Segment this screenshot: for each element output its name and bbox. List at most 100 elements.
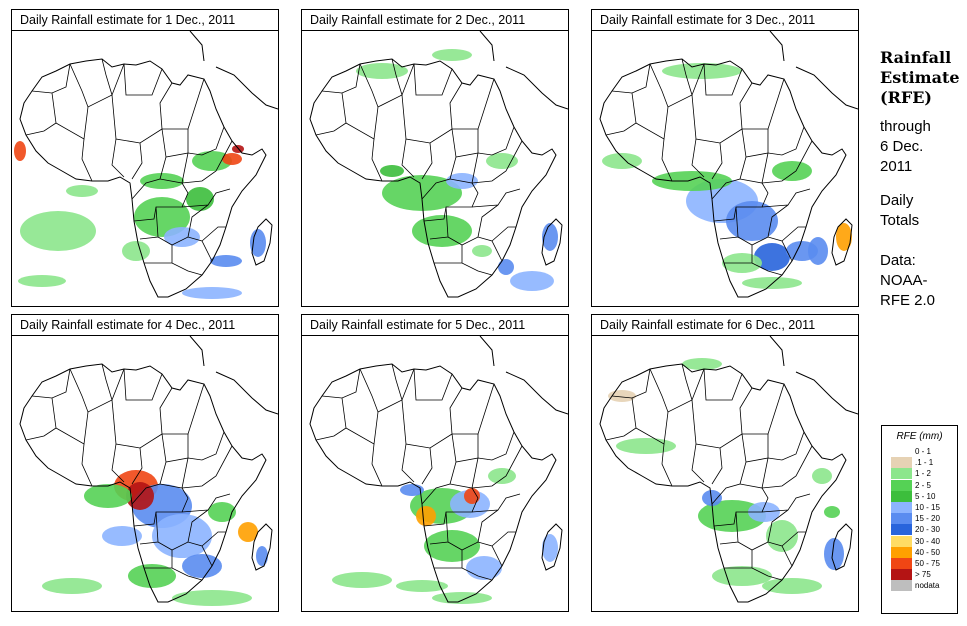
border-line <box>144 567 203 581</box>
border-line <box>321 368 361 399</box>
rainfall-area <box>498 259 514 275</box>
rainfall-area <box>808 237 828 265</box>
border-line <box>767 509 789 543</box>
rainfall-area <box>182 554 222 578</box>
legend-item: 10 - 15 <box>891 502 957 514</box>
border-line <box>144 262 203 276</box>
border-line <box>111 138 125 178</box>
legend-item: 0 - 1 <box>891 446 957 458</box>
border-line <box>101 364 113 401</box>
mediterranean-coast <box>479 31 495 62</box>
border-line <box>691 94 743 144</box>
map-panel-dec-4: Daily Rainfall estimate for 4 Dec., 2011 <box>11 314 279 612</box>
border-line <box>421 142 433 180</box>
text-line: 6 Dec. <box>880 138 924 155</box>
border-line <box>181 188 231 208</box>
border-line <box>315 92 347 136</box>
rainfall-area <box>210 255 242 267</box>
rainfall-area <box>662 63 742 79</box>
country-borders <box>315 59 523 276</box>
date-range-text: through 6 Dec. 2011 <box>880 117 931 177</box>
africa-rainfall-map <box>309 31 568 298</box>
rainfall-area <box>182 287 242 299</box>
rainfall-area <box>432 592 492 604</box>
rainfall-area <box>712 566 772 586</box>
legend-label: 20 - 30 <box>915 525 940 535</box>
border-line <box>703 368 743 401</box>
rainfall-area <box>608 390 636 402</box>
panel-title: Daily Rainfall estimate for 6 Dec., 2011 <box>592 315 858 336</box>
border-line <box>423 487 479 527</box>
panel-title: Daily Rainfall estimate for 2 Dec., 2011 <box>302 10 568 31</box>
rainfall-area <box>172 590 252 606</box>
border-line <box>187 126 225 156</box>
rainfall-area <box>416 506 436 526</box>
arabia-coast <box>795 371 858 415</box>
mediterranean-coast <box>189 31 205 62</box>
panel-title: Daily Rainfall estimate for 1 Dec., 2011 <box>12 10 278 31</box>
legend-swatch <box>891 457 912 469</box>
legend-label: 50 - 75 <box>915 558 940 568</box>
border-line <box>401 138 415 178</box>
rainfall-area <box>652 171 732 191</box>
border-line <box>123 368 163 401</box>
legend-swatch <box>891 490 912 502</box>
text-line: through <box>880 118 931 135</box>
border-line <box>741 128 769 158</box>
border-line <box>131 447 143 485</box>
border-line <box>201 226 226 242</box>
border-line <box>713 487 769 527</box>
title-line: Estimate <box>880 68 960 87</box>
madagascar-coastline <box>251 523 273 571</box>
border-line <box>691 399 743 449</box>
text-line: 2011 <box>880 158 913 175</box>
border-line <box>133 182 189 222</box>
legend-label: 1 - 2 <box>915 469 932 479</box>
border-line <box>477 431 515 461</box>
border-line <box>761 445 813 489</box>
africa-rainfall-map <box>309 336 568 604</box>
border-line <box>471 188 521 208</box>
border-line <box>449 457 479 489</box>
madagascar-coastline <box>831 218 853 266</box>
border-line <box>401 443 415 483</box>
border-line <box>471 493 521 513</box>
border-line <box>315 397 347 441</box>
border-line <box>55 411 89 445</box>
rainfall-area <box>356 63 408 79</box>
border-line <box>451 128 479 158</box>
border-line <box>423 182 479 222</box>
legend-label: 0 - 1 <box>915 447 932 457</box>
border-line <box>781 226 806 242</box>
border-line <box>401 399 453 449</box>
border-line <box>491 226 516 242</box>
border-line <box>681 364 693 401</box>
border-line <box>635 106 669 140</box>
rainfall-layer <box>14 141 266 299</box>
arabia-coast <box>215 371 278 415</box>
legend-title: RFE (mm) <box>896 431 943 442</box>
figure-title: Rainfall Estimate (RFE) <box>880 48 960 108</box>
rainfall-layer <box>42 470 268 606</box>
border-line <box>611 63 651 94</box>
border-line <box>421 156 457 200</box>
data-source-text: Data: NOAA- RFE 2.0 <box>880 251 935 311</box>
legend-item: 1 - 2 <box>891 468 957 480</box>
border-line <box>434 567 493 581</box>
rainfall-area <box>424 530 480 562</box>
legend-item: 40 - 50 <box>891 546 957 558</box>
border-line <box>724 567 783 581</box>
border-line <box>761 188 811 208</box>
rainfall-area <box>742 277 802 289</box>
madagascar-coastline <box>541 218 563 266</box>
legend-swatch <box>891 468 912 480</box>
africa-rainfall-map <box>599 31 858 298</box>
border-line <box>739 457 769 489</box>
border-line <box>133 487 189 527</box>
arabia-coast <box>795 66 858 110</box>
border-line <box>605 92 637 136</box>
border-line <box>25 397 57 441</box>
border-line <box>767 204 789 238</box>
border-line <box>741 433 769 463</box>
